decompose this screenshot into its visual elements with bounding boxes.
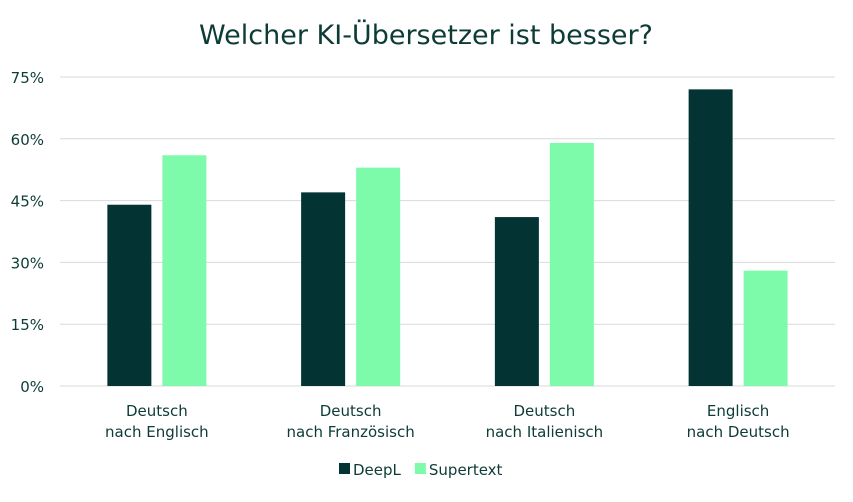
bar-supertext (162, 155, 207, 386)
x-tick-label: Deutsch (126, 402, 188, 420)
x-tick-label: nach Englisch (105, 423, 209, 441)
y-tick-label: 75% (11, 69, 44, 87)
bar-deepl (107, 204, 152, 386)
y-tick-label: 60% (11, 131, 44, 149)
bar-supertext (356, 167, 401, 386)
y-tick-label: 15% (11, 316, 44, 334)
bar-supertext (743, 270, 788, 386)
y-tick-label: 45% (11, 193, 44, 211)
bar-deepl (688, 89, 733, 387)
legend-swatch (414, 463, 426, 474)
y-tick-label: 0% (20, 378, 44, 396)
bar-deepl (494, 217, 539, 386)
x-tick-label: Deutsch (514, 402, 576, 420)
x-tick-label: nach Deutsch (687, 423, 790, 441)
x-tick-label: nach Italienisch (486, 423, 604, 441)
x-tick-label: nach Französisch (287, 423, 415, 441)
bar-supertext (549, 142, 594, 386)
legend-label: DeepL (353, 461, 402, 479)
bar-deepl (301, 192, 346, 386)
x-tick-label: Englisch (707, 402, 769, 420)
legend-label: Supertext (429, 461, 503, 479)
chart-title: Welcher KI-Übersetzer ist besser? (199, 19, 653, 51)
legend-swatch (339, 463, 350, 474)
x-tick-label: Deutsch (320, 402, 382, 420)
y-tick-label: 30% (11, 254, 44, 272)
